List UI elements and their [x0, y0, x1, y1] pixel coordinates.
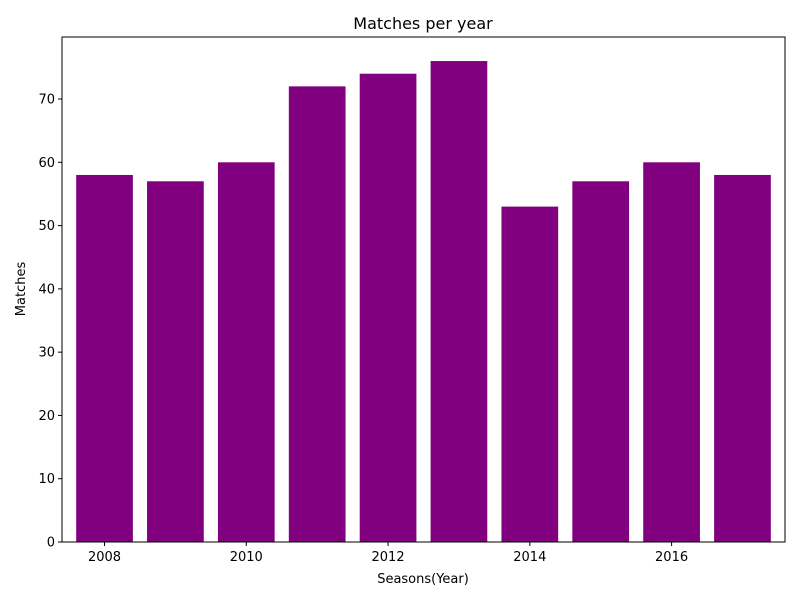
- bar-2009: [147, 181, 204, 543]
- x-axis-ticks: 2008 2010 2012 2014 2016: [88, 542, 688, 565]
- y-tick-label-60: 60: [38, 156, 55, 171]
- bars-group: [76, 61, 771, 543]
- bar-2014: [501, 206, 559, 542]
- y-tick-label-0: 0: [47, 536, 55, 551]
- x-tick-label-2014: 2014: [513, 550, 546, 565]
- y-tick-label-10: 10: [38, 472, 55, 487]
- y-tick-label-40: 40: [38, 282, 55, 297]
- x-tick-label-2012: 2012: [372, 550, 405, 565]
- bar-2011: [288, 86, 346, 542]
- x-tick-label-2016: 2016: [655, 550, 688, 565]
- bar-2013: [430, 61, 488, 543]
- y-axis-label: Matches: [14, 262, 29, 317]
- plot-frame: [61, 36, 786, 543]
- y-axis-ticks: 0 10 20 30 40 50 60 70: [38, 93, 62, 551]
- bar-2008: [76, 174, 133, 542]
- bar-2016: [643, 162, 700, 542]
- bar-2010: [217, 162, 275, 542]
- bar-2012: [359, 73, 417, 543]
- y-tick-label-70: 70: [38, 93, 55, 108]
- y-tick-label-30: 30: [38, 346, 55, 361]
- y-tick-label-50: 50: [38, 219, 55, 234]
- chart-title: Matches per year: [353, 14, 493, 33]
- x-tick-label-2010: 2010: [230, 550, 263, 565]
- x-axis-label: Seasons(Year): [377, 572, 469, 587]
- bar-2017: [714, 174, 771, 542]
- y-tick-label-20: 20: [38, 409, 55, 424]
- x-tick-label-2008: 2008: [88, 550, 121, 565]
- bar-2015: [572, 181, 630, 543]
